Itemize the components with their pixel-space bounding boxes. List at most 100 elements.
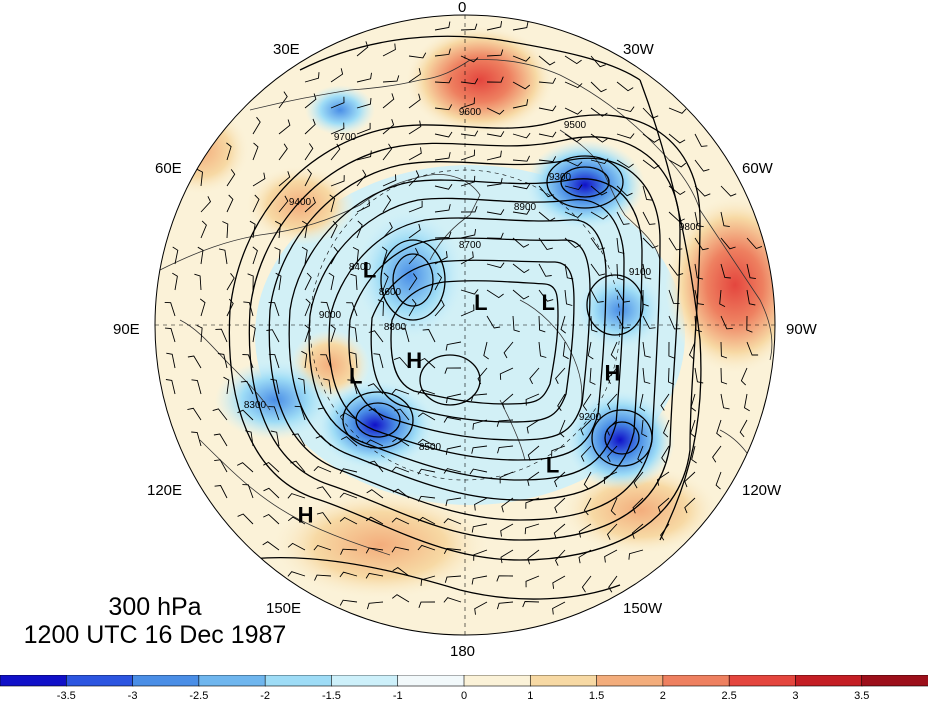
wind-barb [712, 445, 722, 463]
wind-barb [716, 419, 722, 438]
wind-barb [642, 185, 653, 201]
wind-barb [538, 341, 547, 358]
low-center-5: L [546, 453, 559, 478]
wind-barb [417, 468, 436, 475]
wind-barb [527, 549, 540, 565]
colorbar-segment-2 [132, 675, 200, 687]
colorbar-segment-5 [331, 675, 399, 687]
wind-barb [746, 341, 759, 356]
colorbar-segment-10 [662, 675, 730, 687]
wind-barb [501, 497, 514, 513]
wind-barb [631, 523, 644, 539]
wind-barb [356, 98, 372, 109]
wind-barb [330, 324, 336, 343]
wind-barb [434, 152, 451, 161]
wind-barb [339, 599, 358, 606]
wind-barb [740, 367, 748, 386]
wind-barb [589, 367, 596, 385]
high-center-6: H [604, 360, 620, 385]
wind-barb [525, 497, 540, 509]
wind-barb [317, 407, 332, 421]
wind-barb [196, 324, 203, 343]
wind-barb [365, 439, 384, 447]
wind-barb [392, 594, 410, 603]
wind-barb [538, 263, 552, 277]
continent-outlines [159, 59, 773, 556]
wind-barb [245, 430, 254, 447]
colorbar-segment-8 [529, 675, 598, 687]
wind-barb [297, 377, 306, 395]
wind-barb [607, 393, 618, 410]
wind-barb [443, 518, 462, 525]
wind-barb [694, 159, 710, 172]
lon-label-180: 180 [450, 643, 476, 660]
wind-barb [512, 315, 520, 333]
height-contours [159, 35, 702, 600]
wind-barb [217, 353, 228, 369]
wind-barb [642, 107, 659, 119]
wind-barb [382, 272, 389, 291]
low-center-4: L [541, 290, 554, 315]
wind-barb [339, 468, 358, 474]
wind-barb [744, 393, 750, 412]
wind-barb [578, 523, 592, 538]
wind-barb [377, 299, 384, 317]
wind-barb [473, 549, 488, 561]
colorbar-tick-label-2: -2.5 [189, 690, 208, 702]
wind-barb [417, 412, 436, 421]
colorbar-tick-label-8: 1.5 [589, 690, 604, 702]
wind-barb [668, 237, 683, 251]
wind-barb [637, 445, 644, 464]
wind-barb [382, 119, 395, 135]
wind-barb [249, 324, 256, 343]
wind-barb [661, 445, 670, 463]
pressure-level-caption: 300 hPa [108, 593, 202, 621]
pressure-centers: L L H L L L H H [298, 257, 621, 527]
colorbar-segment-3 [198, 675, 266, 687]
wind-barb [564, 289, 573, 306]
wind-barb [616, 263, 624, 281]
lon-label-60e: 60E [155, 160, 182, 177]
wind-barb [304, 324, 310, 343]
wind-barb [474, 601, 488, 615]
wind-barb [252, 142, 259, 161]
wind-barb [633, 471, 644, 489]
wind-barb [486, 232, 504, 239]
wind-barb [590, 81, 607, 93]
wind-barb [522, 601, 540, 608]
wind-barb [252, 116, 261, 135]
wind-barb [471, 445, 488, 454]
wind-barb [382, 143, 393, 161]
wind-barb [694, 315, 702, 333]
wind-barb [486, 131, 505, 137]
wind-barb [460, 251, 474, 265]
wind-barb [339, 412, 358, 421]
wind-barb [237, 409, 254, 421]
contour-label-10: 9000 [319, 310, 342, 321]
wind-barb [578, 549, 592, 564]
wind-barb [164, 301, 176, 317]
wind-barb [278, 119, 291, 135]
wind-barb [564, 184, 583, 191]
wind-barb [668, 367, 675, 385]
wind-barb [270, 430, 280, 447]
wind-barb [329, 194, 336, 213]
wind-barb [444, 575, 462, 583]
wind-barb [564, 55, 582, 65]
wind-barb [656, 471, 670, 486]
wind-barb [349, 351, 358, 369]
wind-barb [226, 169, 236, 187]
wind-barb [418, 601, 436, 608]
low-center-3: L [474, 290, 487, 315]
wind-barb [365, 516, 384, 525]
wind-barb [408, 93, 421, 109]
wind-barb [500, 549, 514, 564]
lon-label-90e: 90E [113, 321, 140, 338]
wind-barb [408, 273, 418, 291]
wind-barb [340, 436, 358, 447]
wind-barb [304, 272, 312, 291]
wind-barb [213, 433, 228, 447]
wind-barb [187, 407, 202, 421]
contour-label-14: 8300 [244, 400, 267, 411]
wind-barb [366, 489, 384, 499]
